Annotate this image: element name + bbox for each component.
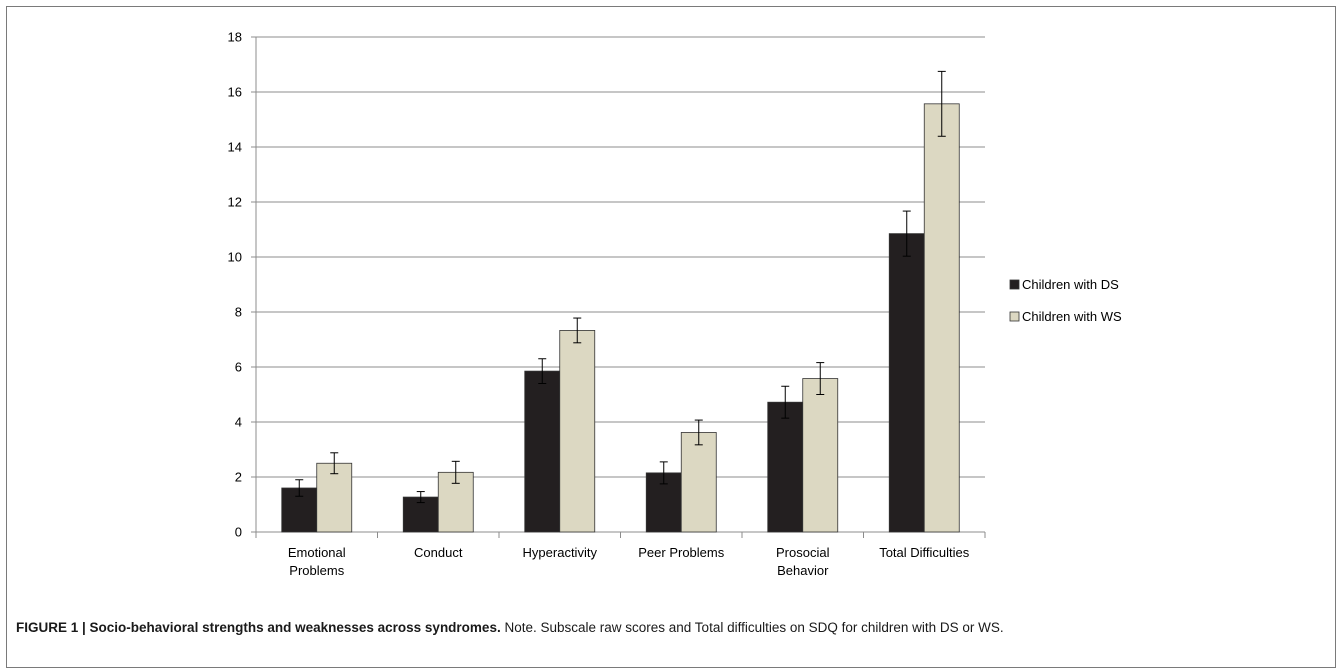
x-tick-label-line: Hyperactivity [523,545,598,560]
x-tick-label-line: Behavior [777,563,829,578]
bars [281,103,960,533]
caption-text: Note. Subscale raw scores and Total diff… [500,620,1004,635]
legend-swatch [1009,279,1020,290]
y-tick-label: 16 [228,85,242,100]
caption-label: FIGURE 1 | Socio-behavioral strengths an… [16,620,501,635]
error-bars [295,70,946,504]
figure-caption: FIGURE 1 | Socio-behavioral strengths an… [16,618,1336,637]
y-tick-label: 6 [235,360,242,375]
x-tick-label: Peer Problems [638,545,724,560]
x-tick-label: Hyperactivity [523,545,598,560]
x-tick-label-line: Emotional [288,545,346,560]
legend-label: Children with WS [1022,309,1122,324]
x-tick-label: Conduct [414,545,463,560]
y-tick-label: 4 [235,415,242,430]
bar [559,330,596,533]
legend-label: Children with DS [1022,277,1119,292]
x-tick-label-line: Total Difficulties [879,545,970,560]
bar [524,370,561,533]
x-tick-label-line: Peer Problems [638,545,724,560]
axes [251,36,986,538]
bar [316,462,353,533]
y-tick-label: 18 [228,30,242,45]
y-tick-label: 0 [235,525,242,540]
x-tick-label: Total Difficulties [879,545,970,560]
y-tick-label: 12 [228,195,242,210]
figure-frame [6,6,1336,668]
x-tick-label: Emotional Problems [288,545,346,578]
bar [767,401,804,533]
y-tick-label: 14 [228,140,242,155]
legend-swatch [1009,311,1020,322]
bar [802,378,839,533]
y-tick-label: 8 [235,305,242,320]
gridlines [256,36,985,478]
bar [680,432,717,533]
bar [923,103,960,533]
x-tick-label-line: Prosocial [776,545,830,560]
bar [888,233,925,533]
x-tick-label: Prosocial Behavior [776,545,830,578]
bar-chart: 0 2 4 6 8 10 12 14 16 18 Emotional Problems Conduct H… [228,30,1122,579]
legend: Children with DS Children with WS [1009,277,1122,324]
x-tick-label-line: Problems [289,563,344,578]
x-tick-label-line: Conduct [414,545,463,560]
y-tick-label: 10 [228,250,242,265]
axis-labels: 0 2 4 6 8 10 12 14 16 18 Emotional Problems Conduct H… [228,30,970,579]
y-tick-label: 2 [235,470,242,485]
